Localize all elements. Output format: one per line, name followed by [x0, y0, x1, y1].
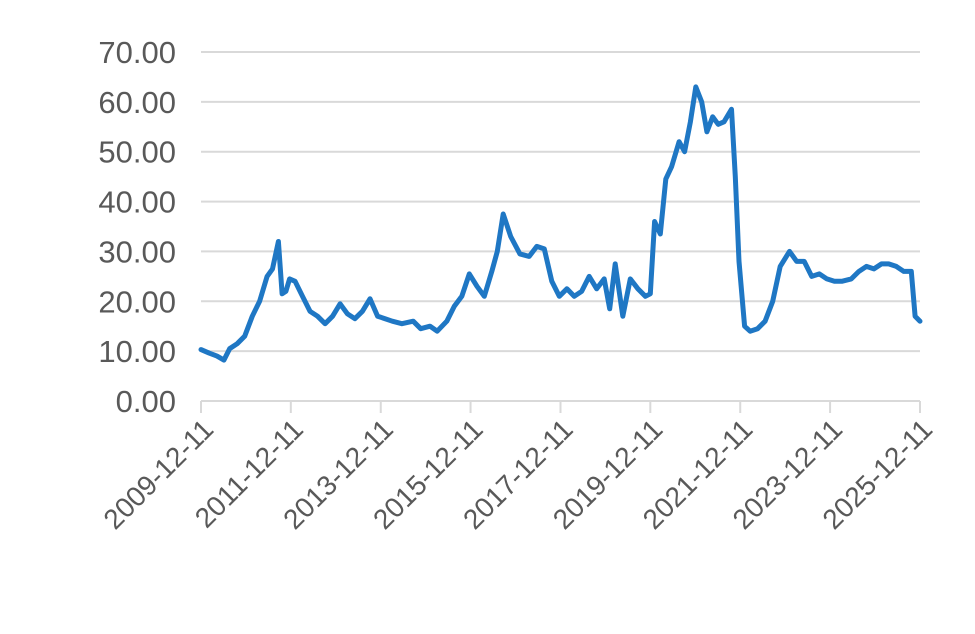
y-tick-label: 20.00	[98, 284, 176, 319]
y-tick-label: 50.00	[98, 135, 176, 170]
y-tick-label: 40.00	[98, 185, 176, 220]
x-axis	[200, 400, 921, 413]
y-tick-label: 70.00	[98, 35, 176, 70]
series-layer	[198, 84, 923, 363]
y-tick-label: 10.00	[98, 334, 176, 369]
y-tick-label: 30.00	[98, 234, 176, 269]
y-axis-tick-labels: 0.00 10.00 20.00 30.00 40.00 50.00 60.00 70.00	[98, 35, 176, 419]
series-line	[198, 84, 923, 363]
gridlines	[201, 51, 920, 353]
x-axis-tick-labels: 2009-12-112011-12-112013-12-112015-12-11…	[98, 413, 939, 535]
y-tick-label: 0.00	[116, 384, 176, 419]
y-tick-label: 60.00	[98, 85, 176, 120]
